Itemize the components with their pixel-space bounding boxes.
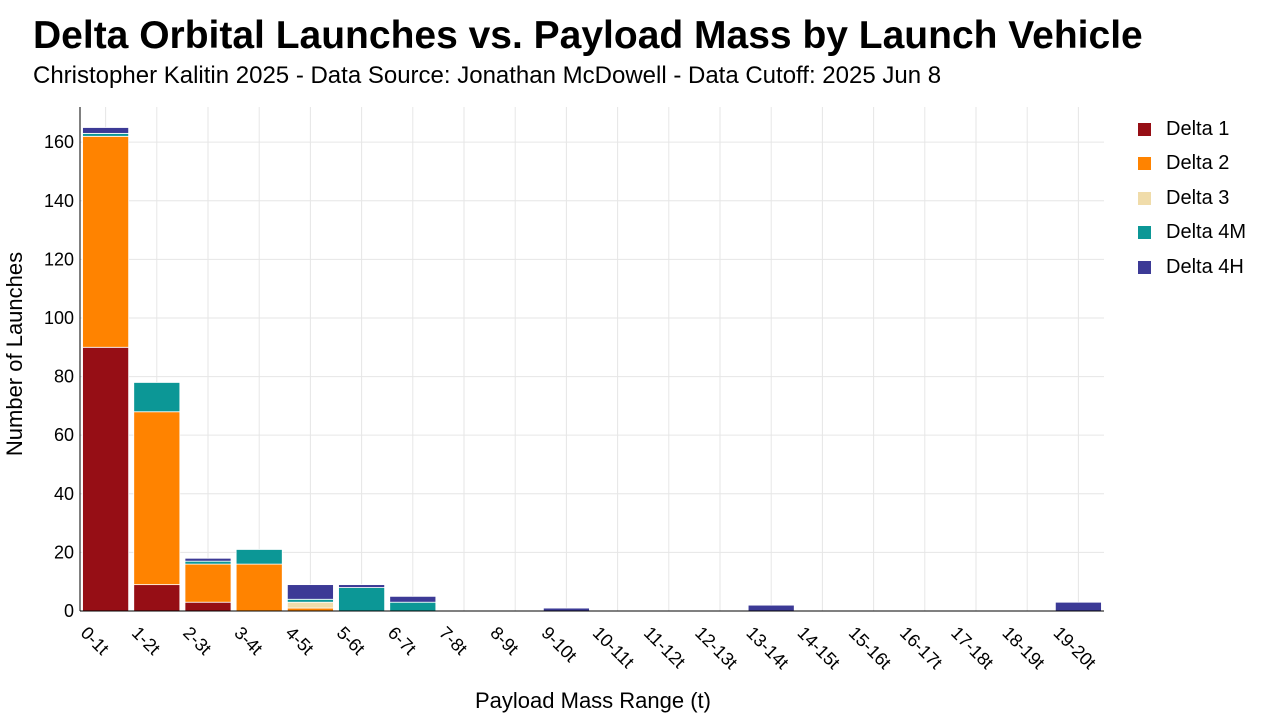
- y-axis-label: Number of Launches: [2, 252, 27, 456]
- x-tick-label: 11-12t: [640, 623, 689, 672]
- bar-segment: [338, 584, 386, 588]
- chart-subtitle: Christopher Kalitin 2025 - Data Source: …: [33, 62, 942, 89]
- x-tick-label: 1-2t: [128, 623, 164, 659]
- legend-label: Delta 4M: [1166, 221, 1247, 244]
- x-axis-label: Payload Mass Range (t): [475, 688, 711, 713]
- legend-swatch: [1138, 122, 1151, 136]
- bar-segment: [133, 411, 181, 586]
- x-tick-label: 8-9t: [486, 623, 522, 659]
- y-tick-label: 0: [64, 601, 74, 621]
- x-tick-label: 4-5t: [282, 623, 318, 659]
- bar-segment: [235, 563, 283, 612]
- bar-segment: [184, 563, 232, 603]
- legend-swatch: [1138, 260, 1151, 274]
- legend-label: Delta 1: [1166, 117, 1230, 140]
- legend: Delta 1 Delta 2 Delta 3 Delta 4M Delta 4H: [1138, 112, 1246, 285]
- grid-lines: [80, 107, 1104, 612]
- legend-item[interactable]: Delta 3: [1138, 181, 1246, 216]
- legend-label: Delta 4H: [1166, 255, 1244, 278]
- bar-segment: [184, 557, 232, 562]
- bar-segment: [235, 549, 283, 565]
- bar-segment: [1054, 601, 1102, 612]
- y-tick-labels: 0 20 40 60 80 100 120 140 160: [44, 132, 74, 621]
- bar-segment: [286, 598, 334, 603]
- x-tick-label: 12-13t: [691, 623, 741, 673]
- bar-segment: [133, 382, 181, 413]
- bar-segment: [82, 127, 130, 134]
- x-tick-label: 13-14t: [742, 623, 792, 673]
- y-tick-label: 80: [54, 367, 74, 387]
- bar-segment: [389, 595, 437, 603]
- legend-item[interactable]: Delta 4M: [1138, 216, 1246, 251]
- legend-label: Delta 2: [1166, 152, 1230, 175]
- legend-item[interactable]: Delta 4H: [1138, 250, 1246, 285]
- bar-segment: [184, 560, 232, 565]
- bars-group: [82, 127, 1102, 612]
- chart-title: Delta Orbital Launches vs. Payload Mass …: [33, 14, 1143, 57]
- legend-swatch: [1138, 157, 1151, 171]
- bar-segment: [747, 604, 795, 612]
- x-tick-label: 6-7t: [384, 623, 420, 659]
- legend-item[interactable]: Delta 1: [1138, 112, 1246, 147]
- bar-segment: [286, 584, 334, 600]
- y-tick-label: 100: [44, 308, 74, 328]
- x-tick-label: 9-10t: [538, 623, 581, 666]
- x-tick-label: 15-16t: [845, 623, 895, 673]
- x-tick-label: 0-1t: [77, 623, 113, 659]
- y-tick-label: 140: [44, 191, 74, 211]
- bar-segment: [338, 587, 386, 612]
- bar-segment: [82, 132, 130, 137]
- legend-swatch: [1138, 226, 1151, 240]
- axes-group: [79, 107, 1104, 612]
- x-tick-label: 16-17t: [896, 623, 946, 673]
- legend-swatch: [1138, 191, 1151, 205]
- legend-item[interactable]: Delta 2: [1138, 147, 1246, 182]
- x-tick-label: 5-6t: [333, 623, 369, 659]
- bar-segment: [82, 346, 130, 612]
- bar-segment: [82, 135, 130, 348]
- x-tick-label: 10-11t: [589, 623, 638, 672]
- y-tick-label: 160: [44, 132, 74, 152]
- x-tick-label: 3-4t: [230, 623, 266, 659]
- bar-segment: [133, 584, 181, 612]
- x-tick-label: 14-15t: [794, 623, 844, 673]
- x-tick-label: 7-8t: [435, 623, 471, 659]
- legend-label: Delta 3: [1166, 186, 1230, 209]
- x-tick-labels: 0-1t 1-2t 2-3t 3-4t 4-5t 5-6t 6-7t 7-8t 8-9t 9-10…: [77, 623, 1100, 673]
- bar-segment: [286, 601, 334, 609]
- bar-segment: [184, 601, 232, 612]
- y-tick-label: 120: [44, 249, 74, 269]
- x-tick-label: 2-3t: [179, 623, 215, 659]
- x-tick-label: 17-18t: [947, 623, 997, 673]
- x-tick-label: 19-20t: [1050, 623, 1100, 673]
- y-tick-label: 40: [54, 484, 74, 504]
- y-tick-label: 60: [54, 425, 74, 445]
- x-tick-label: 18-19t: [998, 623, 1048, 673]
- bar-segment: [389, 601, 437, 612]
- y-tick-label: 20: [54, 542, 74, 562]
